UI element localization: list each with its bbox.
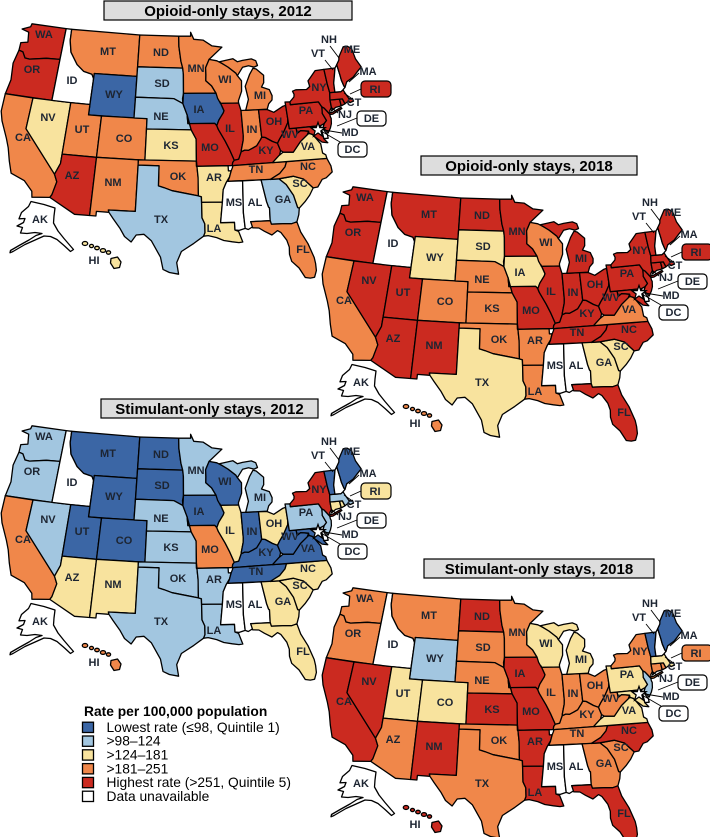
svg-text:>181–251: >181–251 [107,761,169,776]
svg-text:Lowest rate (≤98, Quintile 1): Lowest rate (≤98, Quintile 1) [107,720,280,735]
svg-text:Opioid-only stays, 2012: Opioid-only stays, 2012 [144,3,312,20]
svg-text:Stimulant-only stays, 2018: Stimulant-only stays, 2018 [445,561,633,578]
svg-text:Rate per 100,000 population: Rate per 100,000 population [84,704,267,719]
svg-text:>98–124: >98–124 [107,734,161,749]
svg-text:>124–181: >124–181 [107,748,169,763]
svg-text:RI: RI [691,247,702,259]
svg-text:Opioid-only stays, 2018: Opioid-only stays, 2018 [445,158,613,175]
svg-text:Stimulant-only stays, 2012: Stimulant-only stays, 2012 [115,401,303,418]
svg-text:Highest rate (>251, Quintile 5: Highest rate (>251, Quintile 5) [107,775,291,790]
svg-text:Data unavailable: Data unavailable [107,789,210,804]
svg-text:RI: RI [691,648,702,660]
svg-text:RI: RI [370,486,381,498]
svg-text:RI: RI [370,84,381,96]
